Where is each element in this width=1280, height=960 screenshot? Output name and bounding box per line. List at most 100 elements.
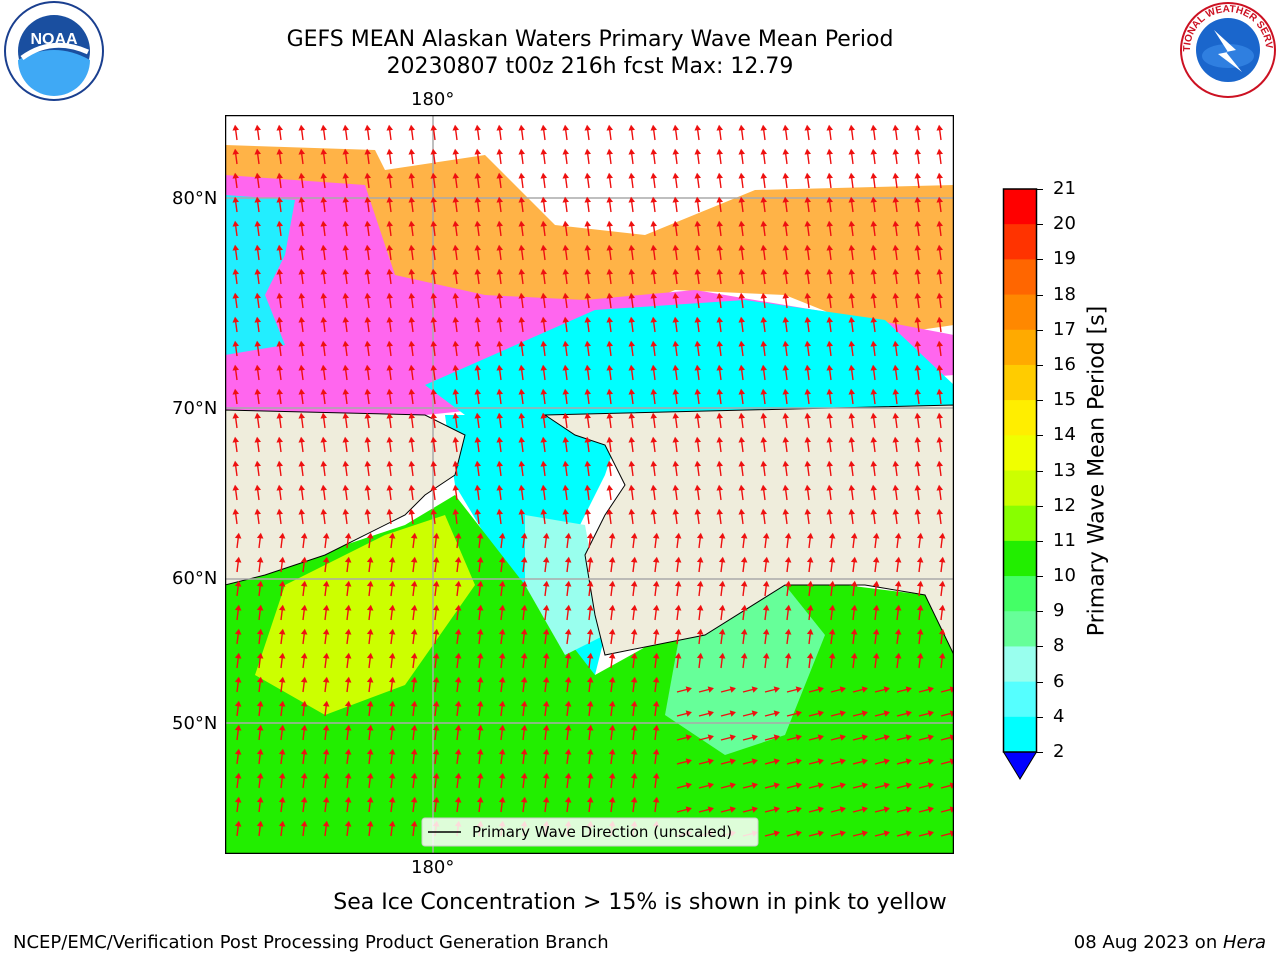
- wave-arrow-head: [452, 292, 460, 299]
- wave-arrow-head: [366, 604, 374, 611]
- wave-arrow-head: [760, 316, 768, 323]
- wave-arrow-head: [366, 724, 374, 731]
- wave-arrow-head: [518, 340, 526, 347]
- wave-arrow-head: [839, 734, 846, 741]
- wave-arrow-head: [496, 340, 504, 347]
- wave-arrow-head: [562, 412, 570, 419]
- wave-arrow-head: [298, 268, 306, 275]
- wave-arrow-head: [430, 340, 438, 347]
- wave-arrow-head: [848, 436, 856, 443]
- wave-arrow-head: [870, 196, 878, 203]
- wave-arrow-head: [650, 484, 658, 491]
- wave-arrow-head: [894, 556, 902, 563]
- wave-arrow-head: [762, 652, 770, 659]
- wave-arrow-head: [496, 268, 504, 275]
- wave-arrow-head: [672, 244, 680, 251]
- wave-arrow-head: [454, 724, 462, 731]
- wave-arrow-head: [760, 484, 768, 491]
- wave-arrow-head: [938, 628, 946, 635]
- wave-arrow-head: [562, 220, 570, 227]
- wave-arrow-head: [298, 436, 306, 443]
- wave-arrow-head: [276, 460, 284, 467]
- wave-arrow-head: [694, 244, 702, 251]
- wave-arrow-head: [410, 532, 418, 539]
- wave-arrow-head: [905, 758, 912, 765]
- wave-arrow-head: [496, 196, 504, 203]
- wave-arrow-head: [606, 244, 614, 251]
- wave-arrow-head: [562, 124, 570, 131]
- wave-arrow-head: [408, 388, 416, 395]
- wave-arrow-head: [498, 700, 506, 707]
- wave-arrow-head: [826, 436, 834, 443]
- wave-arrow-head: [773, 686, 780, 693]
- wave-arrow-head: [760, 220, 768, 227]
- wave-arrow-head: [905, 830, 912, 837]
- wave-arrow-head: [672, 340, 680, 347]
- wave-arrow-head: [386, 460, 394, 467]
- wave-arrow-head: [278, 628, 286, 635]
- wave-arrow-head: [254, 268, 262, 275]
- wave-arrow-head: [716, 172, 724, 179]
- wave-arrow-head: [738, 244, 746, 251]
- wave-arrow-head: [234, 652, 242, 659]
- wave-arrow-head: [540, 124, 548, 131]
- wave-arrow-head: [630, 748, 638, 755]
- wave-arrow-head: [584, 364, 592, 371]
- wave-arrow-head: [542, 700, 550, 707]
- wave-arrow-head: [320, 124, 328, 131]
- wave-arrow-head: [366, 652, 374, 659]
- wave-arrow-head: [584, 244, 592, 251]
- wave-arrow-head: [496, 292, 504, 299]
- wave-arrow-head: [685, 710, 692, 717]
- wave-arrow-head: [364, 436, 372, 443]
- wave-arrow-head: [914, 508, 922, 515]
- wave-arrow-head: [848, 412, 856, 419]
- wave-arrow-head: [782, 460, 790, 467]
- colorbar-cell: [1003, 681, 1037, 718]
- colorbar-label: Primary Wave Mean Period [s]: [1084, 305, 1110, 637]
- wave-arrow-head: [364, 244, 372, 251]
- wave-arrow-head: [608, 772, 616, 779]
- wave-arrow-head: [762, 628, 770, 635]
- wave-arrow-head: [883, 710, 890, 717]
- wave-arrow-head: [344, 580, 352, 587]
- wave-arrow-head: [850, 604, 858, 611]
- wave-arrow-head: [496, 460, 504, 467]
- colorbar-cell: [1003, 540, 1037, 577]
- wave-arrow-head: [408, 292, 416, 299]
- wave-arrow-head: [936, 484, 944, 491]
- wave-arrow-head: [694, 484, 702, 491]
- wave-arrow-head: [232, 508, 240, 515]
- wave-arrow-head: [430, 148, 438, 155]
- wave-arrow-head: [410, 820, 418, 827]
- wave-arrow-head: [872, 580, 880, 587]
- wave-arrow-head: [342, 340, 350, 347]
- wave-arrow-head: [498, 532, 506, 539]
- colorbar-cell: [1003, 505, 1037, 542]
- wave-arrow-head: [322, 604, 330, 611]
- wave-arrow-head: [608, 532, 616, 539]
- wave-arrow-head: [916, 652, 924, 659]
- wave-arrow-head: [300, 772, 308, 779]
- colorbar-tick: 16: [1053, 353, 1076, 375]
- wave-arrow-head: [234, 772, 242, 779]
- wave-arrow-head: [652, 700, 660, 707]
- wave-arrow-head: [762, 556, 770, 563]
- colorbar-tick-mark: [1036, 400, 1043, 402]
- siberia-land: [225, 409, 466, 586]
- wave-arrow-head: [606, 460, 614, 467]
- wave-arrow-head: [386, 196, 394, 203]
- wave-arrow-head: [518, 316, 526, 323]
- wave-arrow-head: [628, 172, 636, 179]
- wave-arrow-head: [320, 412, 328, 419]
- wave-arrow-head: [542, 724, 550, 731]
- wave-arrow-head: [388, 604, 396, 611]
- wave-arrow-head: [430, 460, 438, 467]
- wave-arrow-head: [564, 580, 572, 587]
- wave-arrow-head: [386, 412, 394, 419]
- colorbar-cell: [1003, 716, 1037, 753]
- wave-arrow-head: [850, 652, 858, 659]
- wave-arrow-head: [256, 652, 264, 659]
- wave-arrow-head: [804, 268, 812, 275]
- wave-arrow-head: [718, 580, 726, 587]
